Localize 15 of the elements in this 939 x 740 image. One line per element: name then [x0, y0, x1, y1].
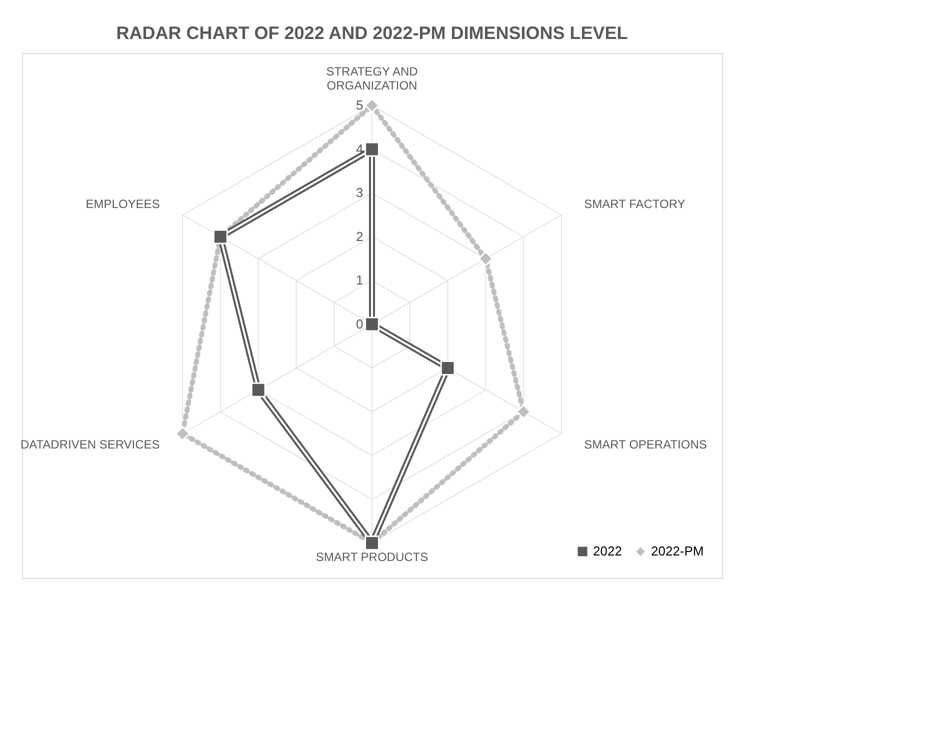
- spoke-label: EMPLOYEES: [86, 196, 160, 211]
- spoke-label: STRATEGY AND ORGANIZATION: [326, 64, 418, 93]
- y-tick-label: 3: [356, 185, 364, 200]
- chart-title: RADAR CHART OF 2022 AND 2022-PM DIMENSIONS LEVEL: [116, 23, 628, 43]
- spoke-label: SMART PRODUCTS: [316, 550, 428, 564]
- spoke-label: DATADRIVEN SERVICES: [20, 438, 160, 452]
- y-tick-label: 2: [356, 228, 364, 244]
- legend-label: 2022-PM: [651, 544, 704, 559]
- spoke-label: SMART OPERATIONS: [584, 438, 707, 452]
- y-tick-label: 1: [356, 272, 364, 288]
- y-tick-label: 5: [356, 98, 364, 112]
- y-tick-label: 4: [356, 141, 364, 156]
- legend-label: 2022: [593, 544, 622, 559]
- spoke-label: SMART FACTORY: [584, 196, 686, 211]
- y-tick-label: 0: [356, 316, 364, 332]
